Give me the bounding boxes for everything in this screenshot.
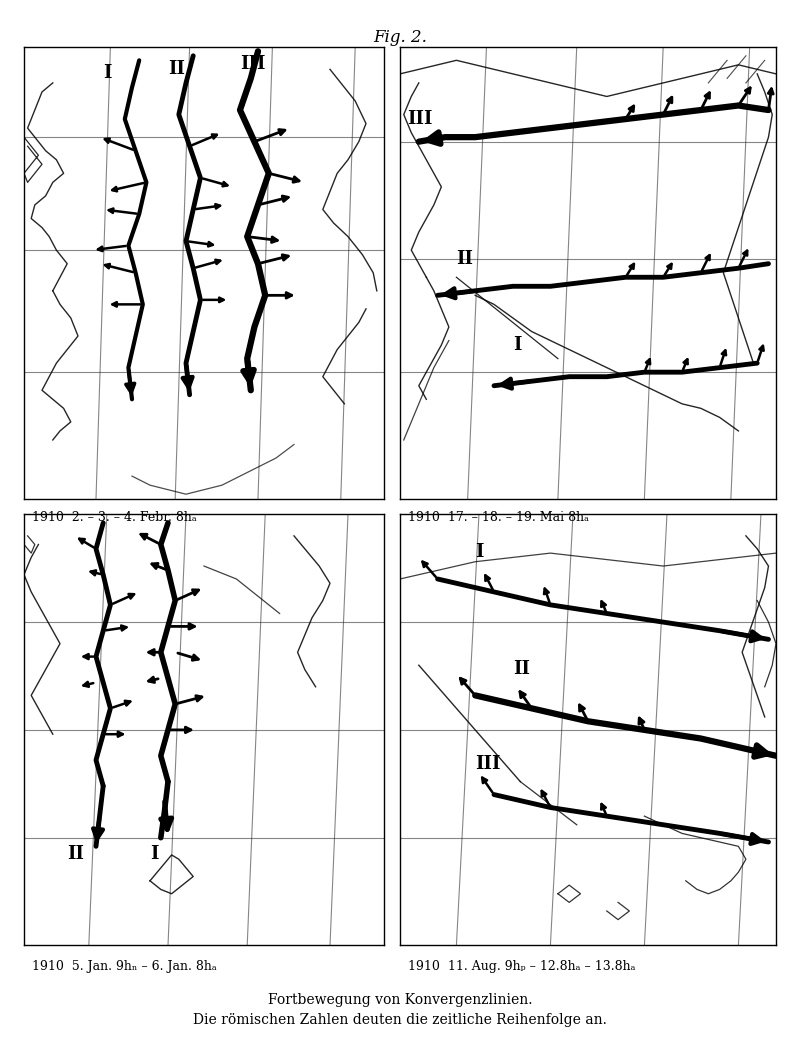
Text: Fortbewegung von Konvergenzlinien.: Fortbewegung von Konvergenzlinien. xyxy=(268,992,532,1007)
Text: III: III xyxy=(407,109,433,128)
Text: 1910  11. Aug. 9hₚ – 12.8hₐ – 13.8hₐ: 1910 11. Aug. 9hₚ – 12.8hₐ – 13.8hₐ xyxy=(408,960,635,974)
Text: III: III xyxy=(475,754,501,773)
Text: 1910  2. – 3. – 4. Febr. 8hₐ: 1910 2. – 3. – 4. Febr. 8hₐ xyxy=(32,511,197,525)
Text: I: I xyxy=(475,543,484,561)
Text: II: II xyxy=(168,60,185,78)
Text: Fig. 2.: Fig. 2. xyxy=(373,29,427,46)
Text: 1910  5. Jan. 9hₙ – 6. Jan. 8hₐ: 1910 5. Jan. 9hₙ – 6. Jan. 8hₐ xyxy=(32,960,217,974)
Text: Die römischen Zahlen deuten die zeitliche Reihenfolge an.: Die römischen Zahlen deuten die zeitlich… xyxy=(193,1013,607,1028)
Text: 1910  17. – 18. – 19. Mai 8hₐ: 1910 17. – 18. – 19. Mai 8hₐ xyxy=(408,511,589,525)
Text: III: III xyxy=(240,55,266,74)
Text: II: II xyxy=(513,660,530,677)
Text: II: II xyxy=(67,846,84,863)
Text: II: II xyxy=(456,249,474,268)
Text: I: I xyxy=(150,846,158,863)
Text: I: I xyxy=(103,64,112,82)
Text: I: I xyxy=(513,336,522,353)
